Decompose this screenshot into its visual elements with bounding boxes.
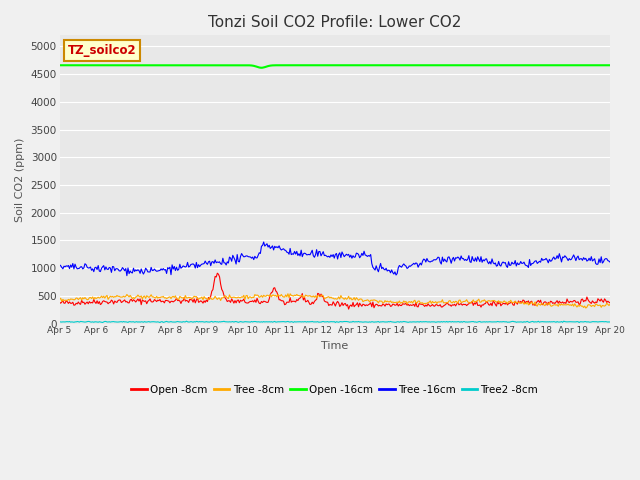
Open -8cm bbox=[322, 299, 330, 305]
Line: Open -8cm: Open -8cm bbox=[60, 273, 610, 309]
Tree -16cm bbox=[319, 249, 327, 254]
Open -8cm bbox=[56, 300, 63, 305]
Tree -16cm bbox=[385, 268, 393, 274]
Open -16cm bbox=[606, 62, 614, 68]
Tree2 -8cm bbox=[575, 320, 583, 325]
Tree2 -8cm bbox=[385, 319, 392, 324]
Open -16cm bbox=[322, 62, 330, 68]
Tree2 -8cm bbox=[606, 319, 614, 325]
Open -16cm bbox=[385, 62, 392, 68]
Open -16cm bbox=[258, 65, 266, 71]
Tree -8cm bbox=[582, 305, 589, 311]
Line: Open -16cm: Open -16cm bbox=[60, 65, 610, 68]
Text: TZ_soilco2: TZ_soilco2 bbox=[68, 44, 136, 57]
Tree2 -8cm bbox=[322, 319, 330, 325]
Open -16cm bbox=[594, 62, 602, 68]
Open -8cm bbox=[509, 302, 517, 308]
Open -8cm bbox=[214, 270, 221, 276]
Open -8cm bbox=[356, 300, 364, 306]
Legend: Open -8cm, Tree -8cm, Open -16cm, Tree -16cm, Tree2 -8cm: Open -8cm, Tree -8cm, Open -16cm, Tree -… bbox=[127, 381, 542, 399]
Tree -8cm bbox=[595, 302, 603, 308]
Tree -16cm bbox=[606, 259, 614, 265]
Tree -16cm bbox=[123, 273, 131, 278]
Open -8cm bbox=[318, 294, 326, 300]
Tree2 -8cm bbox=[318, 319, 326, 324]
Tree -8cm bbox=[284, 291, 292, 297]
Tree -8cm bbox=[56, 297, 63, 302]
Tree -8cm bbox=[385, 299, 392, 305]
Line: Tree2 -8cm: Tree2 -8cm bbox=[60, 321, 610, 323]
Tree -16cm bbox=[595, 256, 603, 262]
Tree2 -8cm bbox=[56, 319, 63, 324]
Tree -8cm bbox=[355, 298, 362, 303]
Open -16cm bbox=[508, 62, 516, 68]
X-axis label: Time: Time bbox=[321, 341, 348, 351]
Tree2 -8cm bbox=[595, 319, 603, 324]
Line: Tree -8cm: Tree -8cm bbox=[60, 294, 610, 308]
Open -16cm bbox=[355, 62, 362, 68]
Tree2 -8cm bbox=[355, 319, 362, 324]
Open -8cm bbox=[345, 306, 353, 312]
Tree -16cm bbox=[356, 255, 364, 261]
Title: Tonzi Soil CO2 Profile: Lower CO2: Tonzi Soil CO2 Profile: Lower CO2 bbox=[208, 15, 461, 30]
Open -16cm bbox=[56, 62, 63, 68]
Open -8cm bbox=[595, 297, 603, 303]
Open -8cm bbox=[606, 300, 614, 306]
Open -8cm bbox=[385, 301, 393, 307]
Open -16cm bbox=[318, 62, 326, 68]
Tree -8cm bbox=[606, 301, 614, 307]
Tree -16cm bbox=[509, 261, 517, 266]
Tree -16cm bbox=[323, 253, 330, 259]
Tree2 -8cm bbox=[508, 319, 516, 324]
Tree -16cm bbox=[260, 239, 268, 245]
Tree -8cm bbox=[508, 300, 516, 306]
Y-axis label: Soil CO2 (ppm): Soil CO2 (ppm) bbox=[15, 137, 25, 222]
Tree -16cm bbox=[56, 262, 63, 268]
Line: Tree -16cm: Tree -16cm bbox=[60, 242, 610, 276]
Tree -8cm bbox=[318, 292, 326, 298]
Tree2 -8cm bbox=[182, 318, 190, 324]
Tree -8cm bbox=[322, 295, 330, 301]
